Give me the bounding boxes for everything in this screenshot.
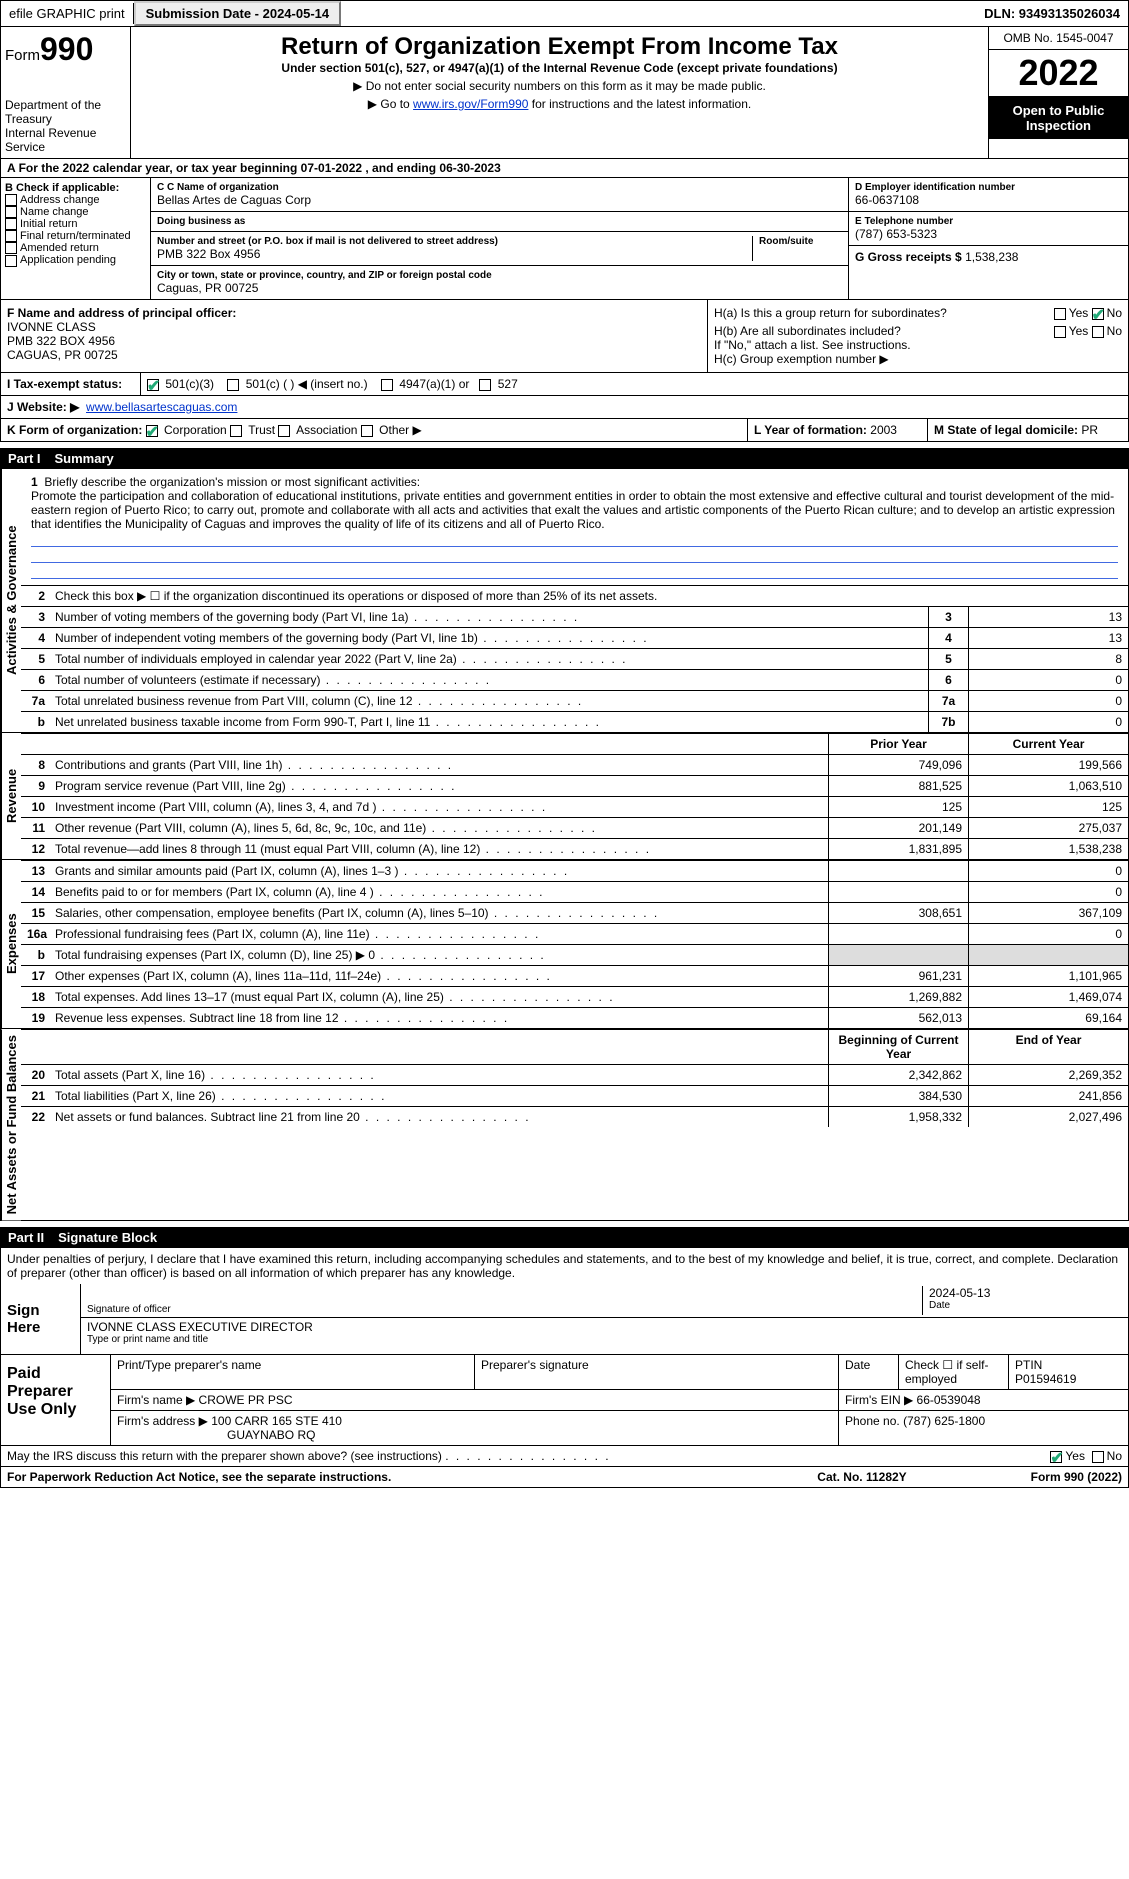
check-address-change[interactable] xyxy=(5,194,17,206)
street-address: PMB 322 Box 4956 xyxy=(157,247,752,261)
form-number: Form990 xyxy=(5,31,126,68)
city-state-zip: Caguas, PR 00725 xyxy=(157,281,842,295)
check-trust[interactable] xyxy=(230,425,242,437)
side-revenue: Revenue xyxy=(1,733,21,859)
hb-yes[interactable] xyxy=(1054,326,1066,338)
irs-link[interactable]: www.irs.gov/Form990 xyxy=(413,97,528,111)
year-formation: 2003 xyxy=(870,423,897,437)
ptin: P01594619 xyxy=(1015,1372,1122,1386)
sign-here-label: Sign Here xyxy=(1,1284,81,1354)
note-ssn: ▶ Do not enter social security numbers o… xyxy=(137,79,982,93)
tax-year-row: A For the 2022 calendar year, or tax yea… xyxy=(0,159,1129,178)
hb-no[interactable] xyxy=(1092,326,1104,338)
side-governance: Activities & Governance xyxy=(1,469,21,732)
form-header: Form990 Department of the Treasury Inter… xyxy=(0,27,1129,159)
check-other[interactable] xyxy=(361,425,373,437)
mission-text: Promote the participation and collaborat… xyxy=(31,489,1115,531)
dept-label: Department of the Treasury xyxy=(5,98,126,126)
efile-label: efile GRAPHIC print xyxy=(1,3,134,24)
check-501c3[interactable] xyxy=(147,379,159,391)
check-final-return[interactable] xyxy=(5,230,17,242)
ha-yes[interactable] xyxy=(1054,308,1066,320)
side-net-assets: Net Assets or Fund Balances xyxy=(1,1029,21,1220)
check-501c[interactable] xyxy=(227,379,239,391)
irs-label: Internal Revenue Service xyxy=(5,126,126,154)
check-amended[interactable] xyxy=(5,242,17,254)
sig-date: 2024-05-13 xyxy=(929,1286,1122,1300)
website-row: J Website: ▶ www.bellasartescaguas.com xyxy=(0,396,1129,419)
footer-row: For Paperwork Reduction Act Notice, see … xyxy=(0,1467,1129,1488)
check-527[interactable] xyxy=(479,379,491,391)
note-website: ▶ Go to www.irs.gov/Form990 for instruct… xyxy=(137,97,982,111)
omb-number: OMB No. 1545-0047 xyxy=(989,27,1128,50)
check-name-change[interactable] xyxy=(5,206,17,218)
dln-label: DLN: 93493135026034 xyxy=(976,3,1128,24)
ha-no[interactable] xyxy=(1092,308,1104,320)
org-website-link[interactable]: www.bellasartescaguas.com xyxy=(86,400,237,414)
discuss-no[interactable] xyxy=(1092,1451,1104,1463)
check-initial-return[interactable] xyxy=(5,218,17,230)
perjury-declaration: Under penalties of perjury, I declare th… xyxy=(1,1248,1128,1284)
org-name: Bellas Artes de Caguas Corp xyxy=(157,193,842,207)
discuss-yes[interactable] xyxy=(1050,1451,1062,1463)
officer-typed-name: IVONNE CLASS EXECUTIVE DIRECTOR xyxy=(87,1320,313,1334)
top-bar: efile GRAPHIC print Submission Date - 20… xyxy=(0,0,1129,27)
open-public-badge: Open to Public Inspection xyxy=(989,97,1128,139)
firm-phone: (787) 625-1800 xyxy=(903,1414,985,1428)
form-subtitle: Under section 501(c), 527, or 4947(a)(1)… xyxy=(137,61,982,75)
check-app-pending[interactable] xyxy=(5,255,17,267)
part2-header: Part II Signature Block xyxy=(0,1227,1129,1248)
klm-row: K Form of organization: Corporation Trus… xyxy=(0,419,1129,442)
b-label: B Check if applicable: xyxy=(5,182,119,194)
firm-address: 100 CARR 165 STE 410 xyxy=(211,1414,342,1428)
check-corp[interactable] xyxy=(146,425,158,437)
paid-preparer-label: Paid Preparer Use Only xyxy=(1,1355,111,1445)
tax-year: 2022 xyxy=(989,50,1128,97)
officer-group-block: F Name and address of principal officer:… xyxy=(0,300,1129,373)
firm-ein: 66-0539048 xyxy=(917,1393,981,1407)
check-assoc[interactable] xyxy=(278,425,290,437)
ein: 66-0637108 xyxy=(855,193,1122,207)
firm-name: CROWE PR PSC xyxy=(199,1393,293,1407)
side-expenses: Expenses xyxy=(1,860,21,1028)
form-title: Return of Organization Exempt From Incom… xyxy=(137,33,982,61)
part1-header: Part I Summary xyxy=(0,448,1129,469)
discuss-row: May the IRS discuss this return with the… xyxy=(0,1446,1129,1467)
officer-name: IVONNE CLASS xyxy=(7,320,96,334)
state-domicile: PR xyxy=(1081,423,1098,437)
gross-receipts: 1,538,238 xyxy=(965,250,1018,264)
tax-exempt-row: I Tax-exempt status: 501(c)(3) 501(c) ( … xyxy=(0,373,1129,396)
check-4947[interactable] xyxy=(381,379,393,391)
entity-block: B Check if applicable: Address change Na… xyxy=(0,178,1129,300)
submission-date-button[interactable]: Submission Date - 2024-05-14 xyxy=(134,1,342,26)
telephone: (787) 653-5323 xyxy=(855,227,1122,241)
